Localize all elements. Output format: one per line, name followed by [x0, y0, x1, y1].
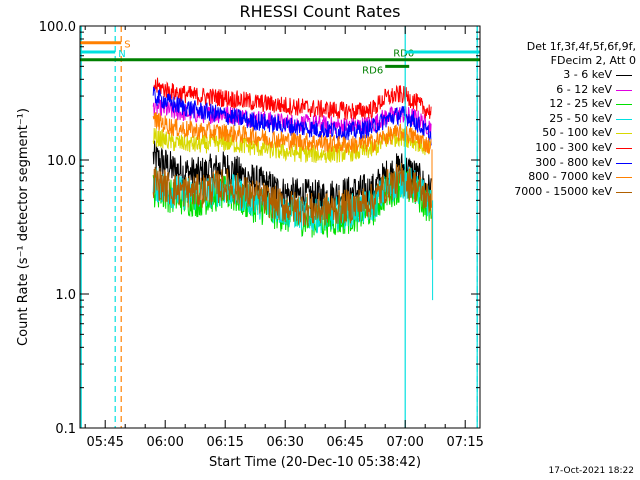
x-tick-label-4: 06:45 — [326, 435, 363, 450]
annotation-label-rd6: RD6 — [362, 65, 383, 76]
timestamp: 17-Oct-2021 18:22 — [548, 466, 634, 476]
series-line-5 — [152, 77, 432, 121]
legend-header-line-2: FDecim 2, Att 0 — [550, 54, 636, 67]
annotation-label-rd0: RD0 — [393, 49, 414, 60]
series-line-6 — [152, 86, 432, 146]
chart-title: RHESSI Count Rates — [239, 2, 401, 21]
legend-swatch-2 — [616, 104, 632, 106]
legend-entry-7: 800 - 7000 keV — [480, 170, 636, 185]
x-tick-label-3: 06:30 — [266, 435, 303, 450]
legend-swatch-7 — [616, 177, 632, 179]
plot-frame — [79, 25, 481, 429]
legend-label-2: 12 - 25 keV — [549, 97, 612, 111]
legend: Det 1f,3f,4f,5f,6f,9f, FDecim 2, Att 0 3… — [480, 40, 636, 199]
x-axis-label: Start Time (20-Dec-10 05:38:42) — [209, 455, 421, 470]
legend-swatch-0 — [616, 75, 632, 76]
x-tick-label-1: 06:00 — [146, 435, 183, 450]
legend-entry-2: 12 - 25 keV — [480, 97, 636, 112]
annotation-label-s: S — [124, 40, 130, 51]
y-tick-label-3: 0.1 — [55, 422, 76, 437]
legend-entry-0: 3 - 6 keV — [480, 68, 636, 83]
legend-label-1: 6 - 12 keV — [556, 82, 612, 96]
annotation-label-n: N — [118, 49, 125, 60]
legend-label-5: 100 - 300 keV — [535, 140, 612, 154]
legend-swatch-6 — [616, 162, 632, 164]
legend-swatch-1 — [616, 89, 632, 91]
legend-header-line-1: Det 1f,3f,4f,5f,6f,9f, — [526, 40, 636, 53]
series-line-7 — [152, 111, 432, 154]
x-tick-label-2: 06:15 — [206, 435, 243, 450]
series-line-8 — [152, 162, 432, 227]
y-tick-label-2: 1.0 — [55, 288, 76, 303]
legend-label-7: 800 - 7000 keV — [528, 170, 612, 184]
y-tick-label-0: 100.0 — [39, 20, 76, 35]
legend-entry-5: 100 - 300 keV — [480, 141, 636, 156]
x-tick-label-0: 05:45 — [86, 435, 123, 450]
y-axis-label: Count Rate (s⁻¹ detector segment⁻¹) — [16, 108, 31, 346]
legend-swatch-5 — [616, 147, 632, 149]
legend-entry-6: 300 - 800 keV — [480, 156, 636, 171]
legend-label-3: 25 - 50 keV — [549, 111, 612, 125]
legend-swatch-3 — [616, 118, 632, 120]
legend-label-4: 50 - 100 keV — [542, 126, 612, 140]
legend-entry-8: 7000 - 15000 keV — [480, 185, 636, 200]
legend-swatch-8 — [616, 191, 632, 193]
x-tick-label-5: 07:00 — [386, 435, 423, 450]
legend-label-6: 300 - 800 keV — [535, 155, 612, 169]
legend-entry-1: 6 - 12 keV — [480, 83, 636, 98]
legend-entry-4: 50 - 100 keV — [480, 126, 636, 141]
series-line-1 — [152, 97, 432, 136]
legend-entry-3: 25 - 50 keV — [480, 112, 636, 127]
legend-label-0: 3 - 6 keV — [563, 68, 612, 81]
legend-swatch-4 — [616, 133, 632, 135]
y-tick-label-1: 10.0 — [47, 154, 76, 169]
legend-label-8: 7000 - 15000 keV — [514, 184, 612, 198]
x-tick-label-6: 07:15 — [446, 435, 483, 450]
